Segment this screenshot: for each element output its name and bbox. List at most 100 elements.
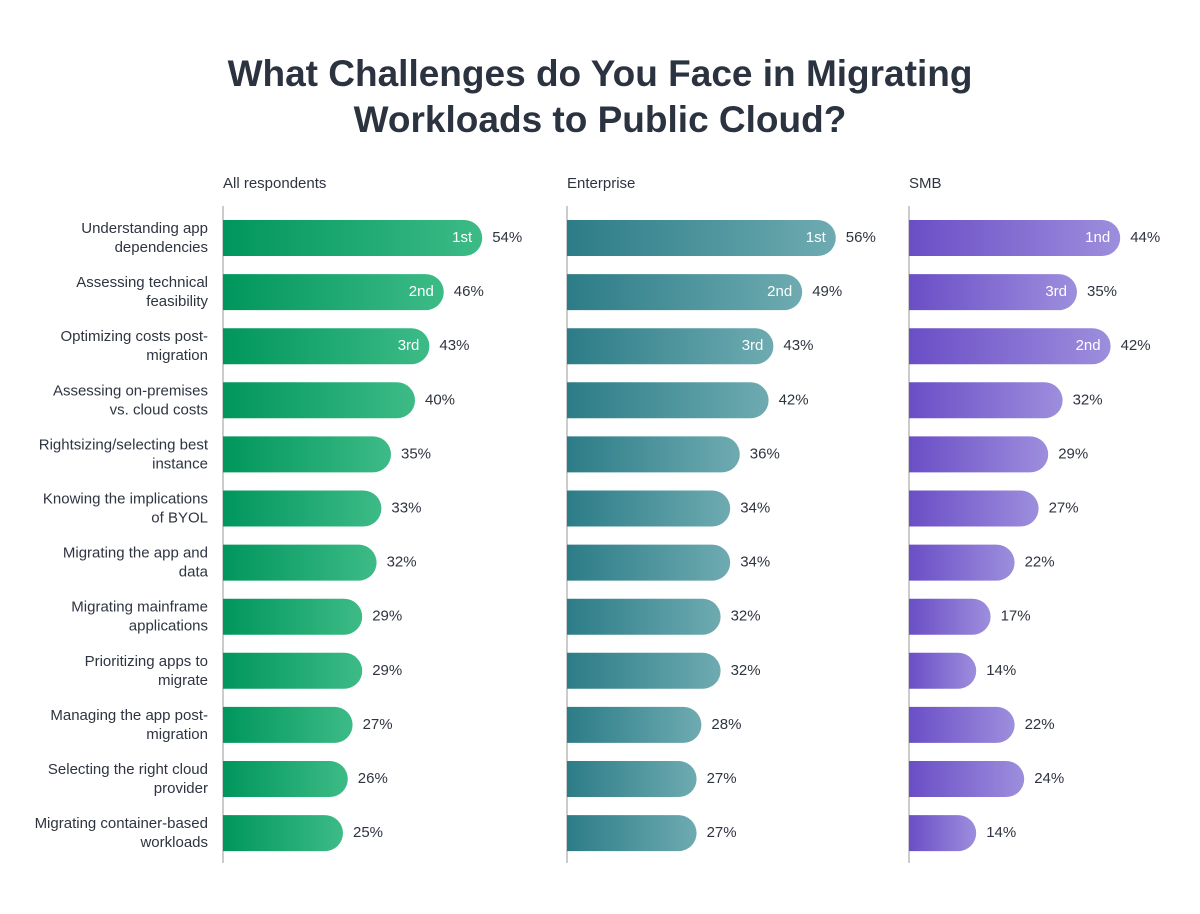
value-label: 27% — [1049, 499, 1079, 516]
bar — [567, 382, 769, 419]
category-label: Migrating container-based — [35, 815, 208, 832]
bar — [909, 436, 1049, 473]
category-label: Managing the app post- — [50, 707, 208, 724]
category-label: migration — [146, 726, 208, 743]
rank-label: 3rd — [398, 337, 420, 354]
category-label: vs. cloud costs — [110, 401, 208, 418]
value-label: 32% — [1073, 391, 1103, 408]
value-label: 29% — [372, 662, 402, 679]
bar — [567, 328, 774, 365]
bar — [567, 220, 836, 256]
rank-label: 3rd — [1045, 283, 1067, 300]
category-label: Assessing on-premises — [53, 382, 208, 399]
value-label: 56% — [846, 229, 876, 246]
bar — [909, 328, 1111, 365]
bar — [223, 436, 392, 473]
value-label: 49% — [812, 283, 842, 300]
value-label: 22% — [1025, 716, 1055, 733]
value-label: 35% — [401, 445, 431, 462]
value-label: 40% — [425, 391, 455, 408]
panel-title: SMB — [909, 175, 942, 192]
category-label: migration — [146, 347, 208, 364]
value-label: 27% — [363, 716, 393, 733]
rank-label: 3rd — [742, 337, 764, 354]
bar — [223, 274, 444, 311]
bar — [223, 815, 343, 852]
value-label: 42% — [779, 391, 809, 408]
bar — [567, 598, 721, 635]
value-label: 25% — [353, 824, 383, 841]
rank-label: 1nd — [1085, 229, 1110, 246]
panel-title: Enterprise — [567, 175, 635, 192]
value-label: 32% — [731, 662, 761, 679]
bar — [567, 436, 740, 473]
bar — [223, 328, 430, 365]
value-label: 35% — [1087, 283, 1117, 300]
category-label: Understanding app — [81, 220, 208, 237]
category-label: Knowing the implications — [43, 490, 208, 507]
category-label: instance — [152, 455, 208, 472]
value-label: 34% — [740, 554, 770, 571]
category-label: Prioritizing apps to — [85, 653, 208, 670]
bar — [909, 598, 991, 635]
rank-label: 2nd — [767, 283, 792, 300]
bar — [909, 706, 1015, 743]
category-label: dependencies — [115, 239, 208, 256]
value-label: 29% — [372, 608, 402, 625]
bar — [909, 220, 1121, 256]
category-label: Selecting the right cloud — [48, 761, 208, 778]
value-label: 22% — [1025, 554, 1055, 571]
bar — [567, 544, 731, 581]
value-label: 24% — [1034, 770, 1064, 787]
value-label: 27% — [707, 770, 737, 787]
rank-label: 1st — [806, 229, 827, 246]
value-label: 42% — [1121, 337, 1151, 354]
category-label: provider — [154, 780, 208, 797]
bar — [223, 220, 483, 256]
category-label: Optimizing costs post- — [60, 328, 208, 345]
bar — [223, 544, 377, 581]
bar — [567, 274, 803, 311]
value-label: 29% — [1058, 445, 1088, 462]
category-label: Migrating mainframe — [71, 599, 208, 616]
category-label: applications — [129, 618, 208, 635]
bar — [223, 652, 363, 689]
chart-title: What Challenges do You Face in Migrating — [228, 53, 973, 94]
value-label: 32% — [387, 554, 417, 571]
bar — [223, 382, 415, 419]
value-label: 14% — [986, 824, 1016, 841]
category-label: Rightsizing/selecting best — [39, 436, 209, 453]
bar — [223, 490, 382, 527]
value-label: 43% — [439, 337, 469, 354]
bar — [567, 652, 721, 689]
bar — [909, 274, 1077, 311]
bar — [909, 382, 1063, 419]
rank-label: 1st — [452, 229, 473, 246]
category-label: of BYOL — [151, 509, 208, 526]
chart-title: Workloads to Public Cloud? — [354, 99, 847, 140]
value-label: 46% — [454, 283, 484, 300]
bar — [567, 815, 697, 852]
value-label: 33% — [391, 499, 421, 516]
category-label: Assessing technical — [76, 274, 208, 291]
value-label: 44% — [1130, 229, 1160, 246]
rank-label: 2nd — [1076, 337, 1101, 354]
bar — [909, 490, 1039, 527]
bar — [567, 706, 702, 743]
value-label: 17% — [1001, 608, 1031, 625]
bar — [909, 761, 1025, 797]
bar — [909, 815, 977, 852]
value-label: 27% — [707, 824, 737, 841]
value-label: 43% — [783, 337, 813, 354]
category-label: migrate — [158, 672, 208, 689]
bar — [223, 761, 348, 797]
bar — [567, 490, 731, 527]
bar — [909, 652, 977, 689]
category-label: feasibility — [146, 293, 208, 310]
bar — [567, 761, 697, 797]
bar — [223, 598, 363, 635]
panel-title: All respondents — [223, 175, 326, 192]
bar — [909, 544, 1015, 581]
bar — [223, 706, 353, 743]
